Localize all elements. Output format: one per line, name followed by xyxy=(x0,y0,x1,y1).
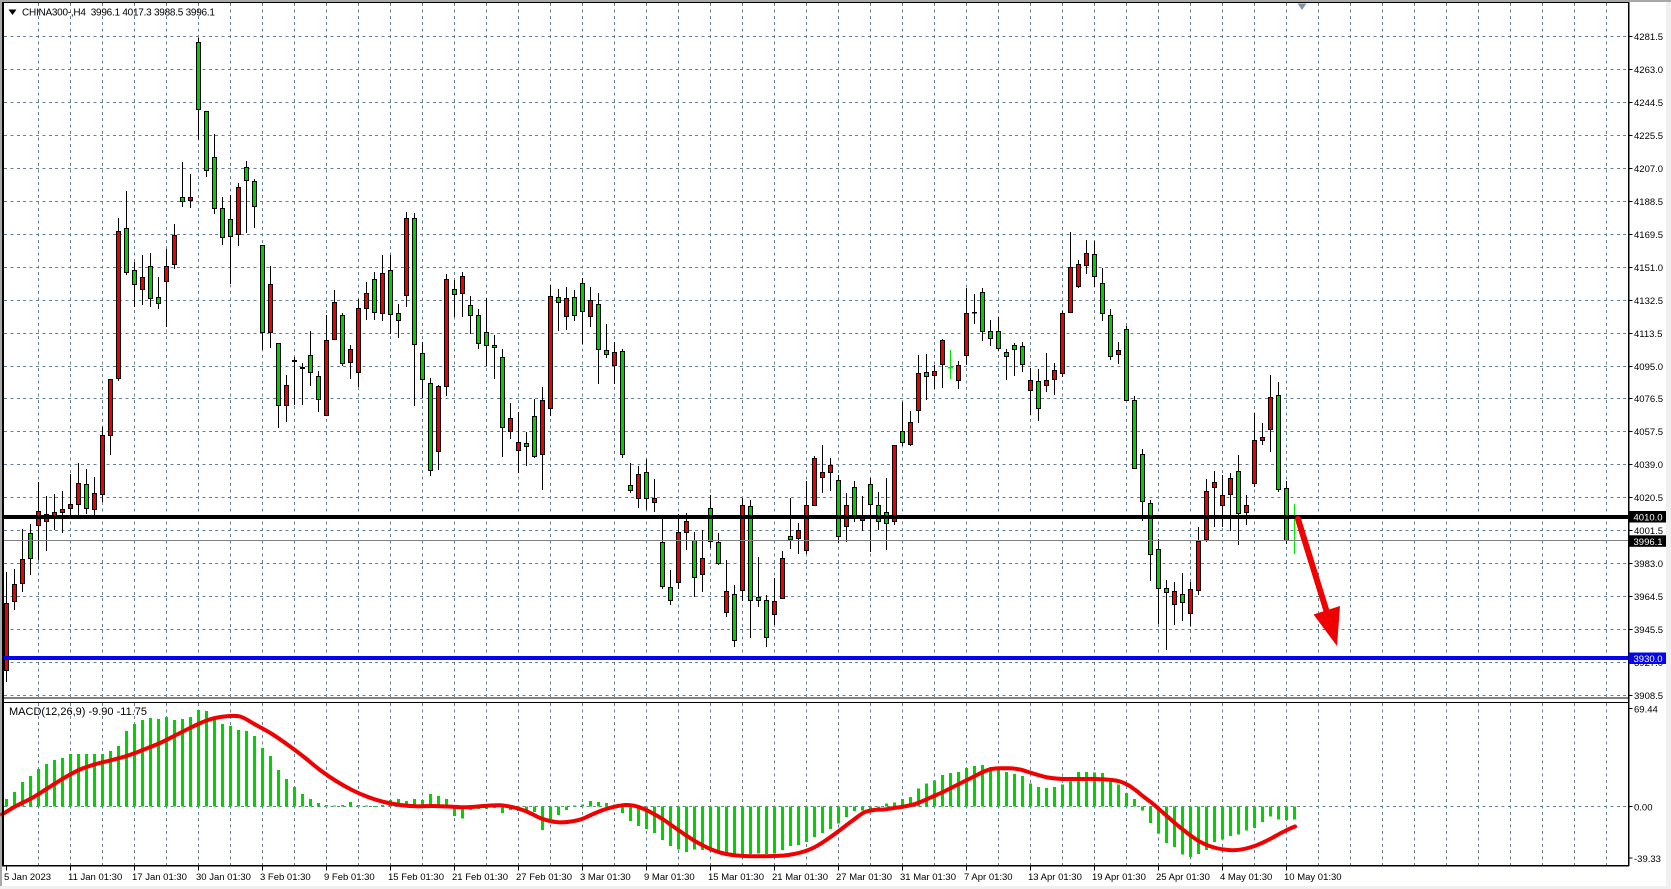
svg-text:4281.5: 4281.5 xyxy=(1634,32,1663,43)
svg-text:5 Jan 2023: 5 Jan 2023 xyxy=(4,872,51,883)
svg-text:15 Feb 01:30: 15 Feb 01:30 xyxy=(388,872,444,883)
svg-text:3 Mar 01:30: 3 Mar 01:30 xyxy=(580,872,631,883)
svg-text:17 Jan 01:30: 17 Jan 01:30 xyxy=(132,872,187,883)
svg-text:4151.0: 4151.0 xyxy=(1634,263,1663,274)
svg-text:4113.5: 4113.5 xyxy=(1634,329,1662,340)
svg-text:4095.0: 4095.0 xyxy=(1634,362,1663,373)
svg-text:4020.5: 4020.5 xyxy=(1634,493,1663,504)
svg-text:69.44: 69.44 xyxy=(1634,705,1658,716)
svg-text:3 Feb 01:30: 3 Feb 01:30 xyxy=(260,872,311,883)
svg-text:11 Jan 01:30: 11 Jan 01:30 xyxy=(68,872,122,883)
svg-text:21 Feb 01:30: 21 Feb 01:30 xyxy=(452,872,508,883)
svg-text:9 Mar 01:30: 9 Mar 01:30 xyxy=(644,872,695,883)
svg-text:10 May 01:30: 10 May 01:30 xyxy=(1284,872,1342,883)
svg-text:3996.1: 3996.1 xyxy=(1634,537,1663,548)
svg-text:0.00: 0.00 xyxy=(1634,803,1653,814)
svg-text:4076.5: 4076.5 xyxy=(1634,394,1663,405)
svg-text:-39.33: -39.33 xyxy=(1634,854,1661,865)
svg-text:31 Mar 01:30: 31 Mar 01:30 xyxy=(900,872,956,883)
svg-text:9 Feb 01:30: 9 Feb 01:30 xyxy=(324,872,375,883)
svg-text:3930.0: 3930.0 xyxy=(1634,654,1663,665)
svg-text:4132.5: 4132.5 xyxy=(1634,296,1663,307)
svg-text:4039.0: 4039.0 xyxy=(1634,460,1663,471)
svg-text:3983.0: 3983.0 xyxy=(1634,559,1663,570)
svg-text:4 May 01:30: 4 May 01:30 xyxy=(1220,872,1272,883)
svg-text:MACD(12,26,9) -9.90 -11.75: MACD(12,26,9) -9.90 -11.75 xyxy=(9,706,147,718)
svg-text:27 Feb 01:30: 27 Feb 01:30 xyxy=(516,872,572,883)
svg-text:4169.5: 4169.5 xyxy=(1634,230,1663,241)
svg-text:3908.5: 3908.5 xyxy=(1634,691,1663,702)
svg-text:4263.0: 4263.0 xyxy=(1634,65,1663,76)
svg-text:7 Apr 01:30: 7 Apr 01:30 xyxy=(964,872,1013,883)
svg-text:4010.0: 4010.0 xyxy=(1634,513,1663,524)
svg-text:4057.5: 4057.5 xyxy=(1634,427,1663,438)
svg-text:4244.5: 4244.5 xyxy=(1634,98,1663,109)
svg-text:4001.5: 4001.5 xyxy=(1634,526,1663,537)
svg-text:4188.5: 4188.5 xyxy=(1634,197,1663,208)
svg-text:19 Apr 01:30: 19 Apr 01:30 xyxy=(1092,872,1146,883)
svg-text:13 Apr 01:30: 13 Apr 01:30 xyxy=(1028,872,1082,883)
svg-text:4207.0: 4207.0 xyxy=(1634,164,1663,175)
svg-text:3964.5: 3964.5 xyxy=(1634,592,1663,603)
svg-text:3945.5: 3945.5 xyxy=(1634,625,1663,636)
svg-text:CHINA300-,H4 3996.1 4017.3 39: CHINA300-,H4 3996.1 4017.3 3988.5 3996.1 xyxy=(22,8,215,19)
svg-text:30 Jan 01:30: 30 Jan 01:30 xyxy=(196,872,251,883)
svg-text:15 Mar 01:30: 15 Mar 01:30 xyxy=(708,872,764,883)
svg-text:4225.5: 4225.5 xyxy=(1634,131,1663,142)
svg-text:27 Mar 01:30: 27 Mar 01:30 xyxy=(836,872,892,883)
svg-text:21 Mar 01:30: 21 Mar 01:30 xyxy=(772,872,828,883)
svg-text:25 Apr 01:30: 25 Apr 01:30 xyxy=(1156,872,1210,883)
